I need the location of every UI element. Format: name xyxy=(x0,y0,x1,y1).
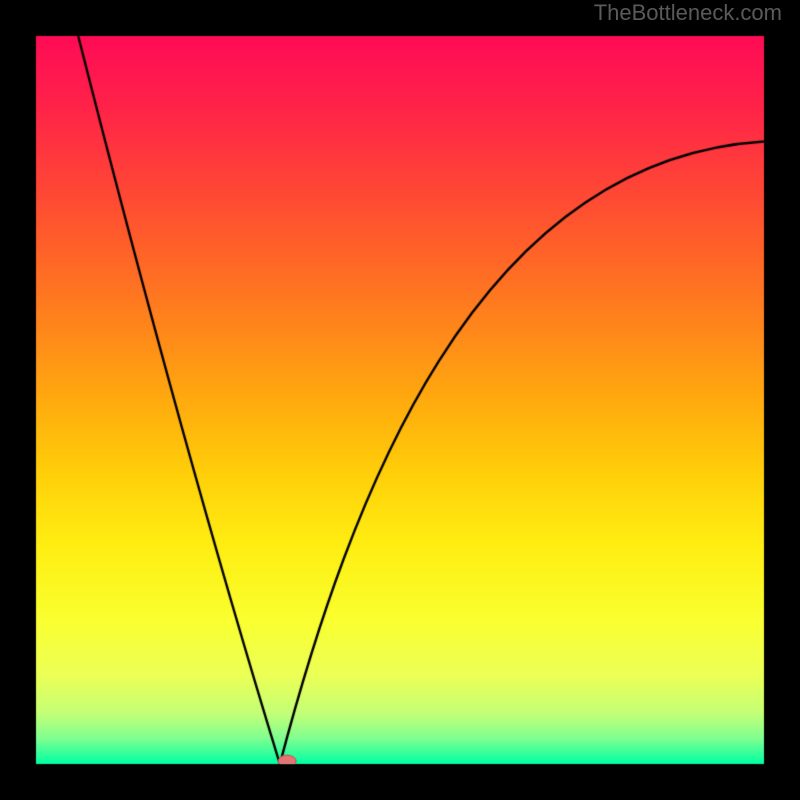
watermark-text: TheBottleneck.com xyxy=(594,0,782,26)
bottleneck-curve xyxy=(0,0,800,800)
chart-stage: TheBottleneck.com xyxy=(0,0,800,800)
